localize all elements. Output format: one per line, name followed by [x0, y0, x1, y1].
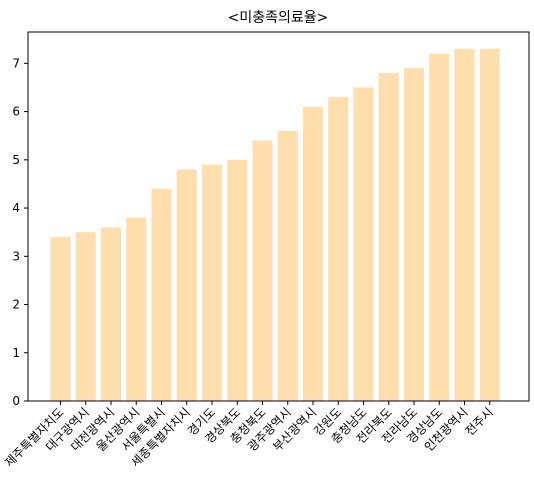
bars-group [50, 48, 500, 402]
plot-frame [27, 31, 530, 402]
bar-10 [303, 106, 323, 401]
bar-0 [50, 237, 71, 401]
bar-7 [227, 159, 248, 401]
bar-6 [202, 164, 222, 401]
chart-title: <미충족의료율> [228, 10, 329, 26]
bar-17 [479, 48, 500, 401]
bar-3 [126, 217, 147, 401]
bar-13 [378, 73, 399, 401]
y-tick-label: 7 [12, 56, 20, 70]
x-tick-label: 전주시 [463, 405, 496, 438]
x-axis: 제주특별자치도대구광역시대전광역시울산광역시서울특별시세종특별자치시경기도경상북… [2, 401, 496, 470]
bar-4 [151, 188, 172, 401]
y-tick-label: 1 [12, 346, 20, 360]
y-tick-label: 0 [12, 394, 20, 408]
bar-8 [252, 140, 273, 401]
bar-9 [277, 130, 298, 401]
y-axis: 0 1 2 3 4 5 6 7 [12, 56, 28, 408]
bar-5 [176, 169, 197, 401]
y-tick-label: 3 [12, 249, 20, 263]
bar-15 [429, 53, 450, 402]
y-tick-label: 2 [12, 298, 20, 312]
bar-1 [75, 232, 96, 401]
bar-16 [454, 48, 475, 401]
bar-2 [101, 227, 121, 401]
y-tick-label: 4 [12, 201, 20, 215]
bar-14 [404, 68, 424, 402]
bar-12 [353, 87, 374, 401]
y-tick-label: 6 [12, 105, 20, 119]
bar-11 [328, 97, 349, 402]
y-tick-label: 5 [12, 153, 20, 167]
